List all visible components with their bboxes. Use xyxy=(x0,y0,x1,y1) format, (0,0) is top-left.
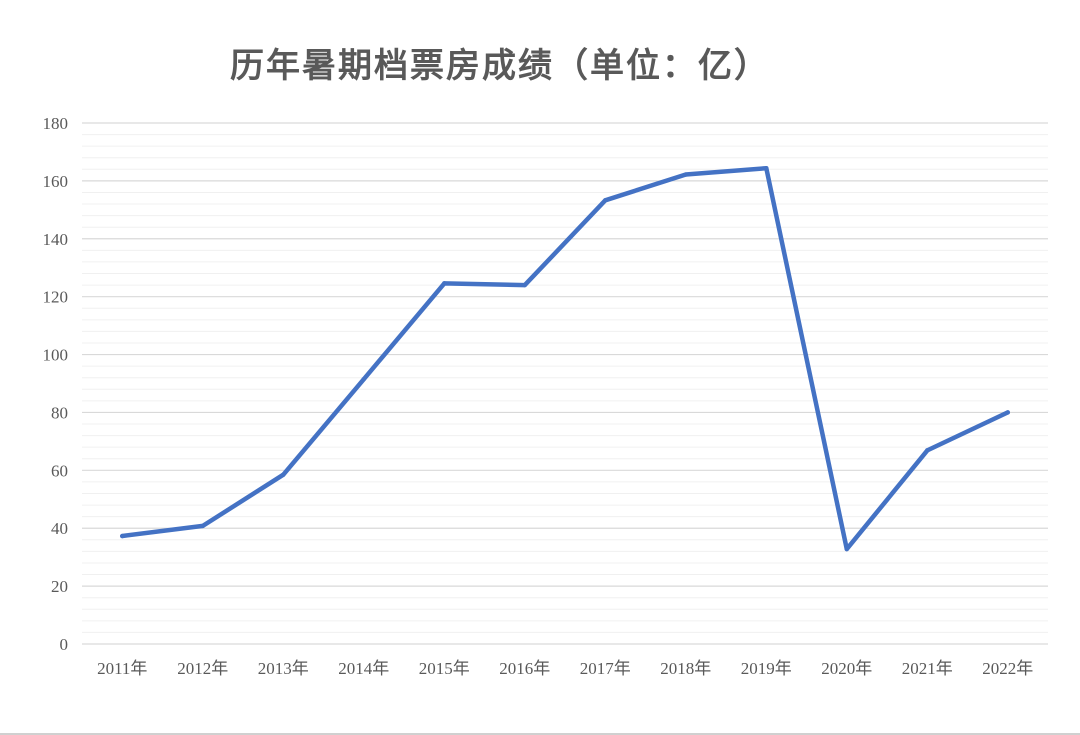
series-line xyxy=(120,165,1011,552)
x-tick-label: 2011年 xyxy=(97,659,147,678)
y-tick-label: 100 xyxy=(43,346,69,365)
data-point xyxy=(522,282,527,288)
x-tick-label: 2018年 xyxy=(660,659,711,678)
data-point xyxy=(442,281,447,286)
y-tick-label: 160 xyxy=(43,172,69,191)
bottom-divider xyxy=(0,733,1080,735)
minor-gridlines xyxy=(82,134,1048,633)
y-axis-ticks: 0 20 40 60 80 100 120 140 160 180 xyxy=(43,114,69,654)
x-tick-label: 2013年 xyxy=(258,659,309,678)
x-axis-ticks: 2011年 2012年 2013年 2014年 2015年 2016年 2017年 2018年… xyxy=(97,659,1033,678)
x-tick-label: 2022年 xyxy=(982,659,1033,678)
y-tick-label: 80 xyxy=(51,403,68,422)
data-point xyxy=(281,472,286,477)
data-point xyxy=(844,546,849,552)
data-point xyxy=(361,376,366,382)
series-group xyxy=(120,165,1011,552)
major-gridlines xyxy=(82,122,1048,645)
x-tick-label: 2021年 xyxy=(902,659,953,678)
y-tick-label: 60 xyxy=(51,461,68,480)
data-point xyxy=(925,448,930,453)
x-tick-label: 2015年 xyxy=(419,659,470,678)
x-tick-label: 2012年 xyxy=(177,659,228,678)
x-tick-label: 2016年 xyxy=(499,659,550,678)
y-tick-label: 20 xyxy=(51,577,68,596)
x-tick-label: 2017年 xyxy=(580,659,631,678)
y-tick-label: 0 xyxy=(60,635,69,654)
data-point xyxy=(1005,410,1010,415)
data-point xyxy=(200,523,205,529)
x-tick-label: 2019年 xyxy=(741,659,792,678)
y-tick-label: 140 xyxy=(43,230,69,249)
data-point xyxy=(120,533,125,539)
y-tick-label: 120 xyxy=(43,288,69,307)
y-tick-label: 180 xyxy=(43,114,69,133)
data-point xyxy=(764,165,769,171)
data-point xyxy=(603,198,608,203)
y-tick-label: 40 xyxy=(51,519,68,538)
x-tick-label: 2020年 xyxy=(821,659,872,678)
chart-title: 历年暑期档票房成绩（单位：亿） xyxy=(230,46,770,86)
data-point xyxy=(683,172,688,177)
x-tick-label: 2014年 xyxy=(338,659,389,678)
